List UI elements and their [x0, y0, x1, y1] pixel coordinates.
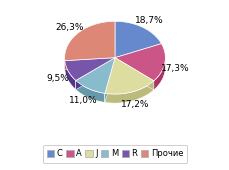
Text: 18,7%: 18,7%	[134, 16, 163, 25]
Text: 9,5%: 9,5%	[46, 74, 69, 83]
Polygon shape	[76, 58, 114, 90]
Text: 17,3%: 17,3%	[161, 64, 189, 73]
Polygon shape	[104, 58, 114, 102]
Polygon shape	[114, 21, 161, 58]
Polygon shape	[114, 58, 153, 90]
Polygon shape	[153, 58, 165, 90]
Polygon shape	[114, 58, 153, 90]
Polygon shape	[104, 58, 114, 102]
Polygon shape	[76, 58, 114, 90]
Polygon shape	[76, 58, 114, 93]
Text: 17,2%: 17,2%	[121, 100, 149, 108]
Polygon shape	[65, 58, 114, 80]
Polygon shape	[65, 58, 114, 70]
Polygon shape	[104, 81, 153, 103]
Polygon shape	[65, 58, 114, 70]
Polygon shape	[65, 61, 76, 90]
Polygon shape	[104, 58, 153, 94]
Text: 11,0%: 11,0%	[68, 96, 97, 105]
Polygon shape	[64, 21, 114, 61]
Polygon shape	[114, 44, 165, 81]
Text: 26,3%: 26,3%	[55, 23, 84, 32]
Legend: C, A, J, M, R, Прочие: C, A, J, M, R, Прочие	[42, 145, 187, 163]
Polygon shape	[76, 80, 104, 102]
